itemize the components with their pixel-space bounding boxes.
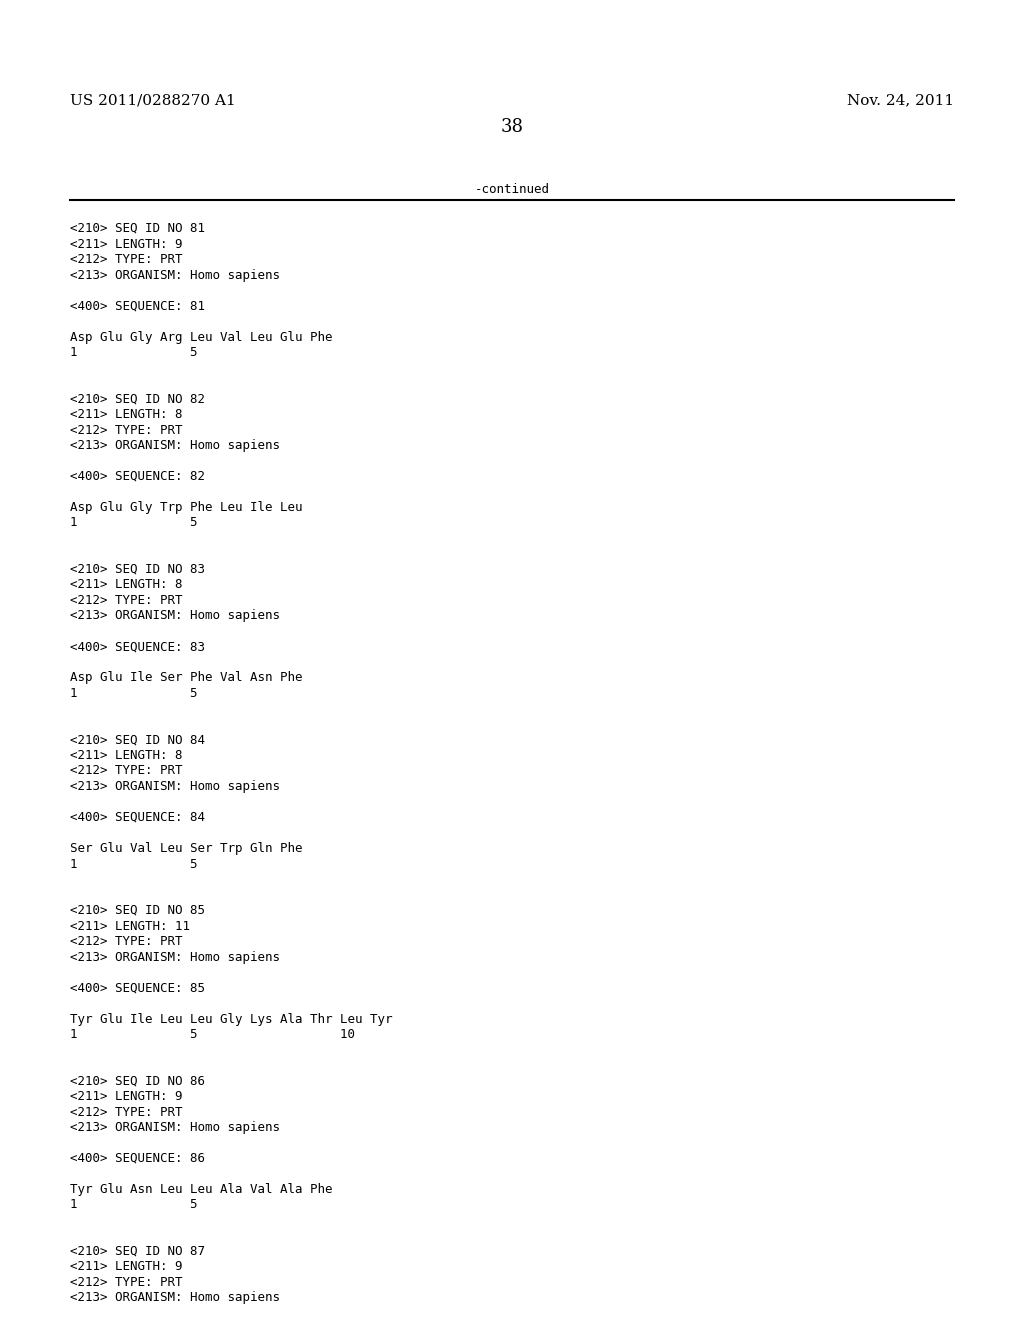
Text: 1               5: 1 5 — [70, 516, 198, 529]
Text: <210> SEQ ID NO 83: <210> SEQ ID NO 83 — [70, 564, 205, 576]
Text: <211> LENGTH: 9: <211> LENGTH: 9 — [70, 1090, 182, 1104]
Text: 38: 38 — [501, 117, 523, 136]
Text: 1               5: 1 5 — [70, 1199, 198, 1212]
Text: <212> TYPE: PRT: <212> TYPE: PRT — [70, 1106, 182, 1118]
Text: 1               5: 1 5 — [70, 346, 198, 359]
Text: <213> ORGANISM: Homo sapiens: <213> ORGANISM: Homo sapiens — [70, 780, 280, 793]
Text: 1               5: 1 5 — [70, 686, 198, 700]
Text: Asp Glu Gly Trp Phe Leu Ile Leu: Asp Glu Gly Trp Phe Leu Ile Leu — [70, 502, 302, 513]
Text: Ser Glu Val Leu Ser Trp Gln Phe: Ser Glu Val Leu Ser Trp Gln Phe — [70, 842, 302, 855]
Text: <212> TYPE: PRT: <212> TYPE: PRT — [70, 424, 182, 437]
Text: Nov. 24, 2011: Nov. 24, 2011 — [847, 92, 954, 107]
Text: <212> TYPE: PRT: <212> TYPE: PRT — [70, 1276, 182, 1290]
Text: <210> SEQ ID NO 86: <210> SEQ ID NO 86 — [70, 1074, 205, 1088]
Text: <213> ORGANISM: Homo sapiens: <213> ORGANISM: Homo sapiens — [70, 1291, 280, 1304]
Text: <213> ORGANISM: Homo sapiens: <213> ORGANISM: Homo sapiens — [70, 268, 280, 281]
Text: <211> LENGTH: 8: <211> LENGTH: 8 — [70, 748, 182, 762]
Text: <212> TYPE: PRT: <212> TYPE: PRT — [70, 935, 182, 948]
Text: <211> LENGTH: 8: <211> LENGTH: 8 — [70, 408, 182, 421]
Text: <210> SEQ ID NO 84: <210> SEQ ID NO 84 — [70, 734, 205, 747]
Text: Asp Glu Gly Arg Leu Val Leu Glu Phe: Asp Glu Gly Arg Leu Val Leu Glu Phe — [70, 330, 333, 343]
Text: <212> TYPE: PRT: <212> TYPE: PRT — [70, 594, 182, 607]
Text: <400> SEQUENCE: 84: <400> SEQUENCE: 84 — [70, 810, 205, 824]
Text: <211> LENGTH: 8: <211> LENGTH: 8 — [70, 578, 182, 591]
Text: 1               5: 1 5 — [70, 858, 198, 870]
Text: <211> LENGTH: 9: <211> LENGTH: 9 — [70, 238, 182, 251]
Text: <212> TYPE: PRT: <212> TYPE: PRT — [70, 764, 182, 777]
Text: <400> SEQUENCE: 85: <400> SEQUENCE: 85 — [70, 982, 205, 994]
Text: -continued: -continued — [474, 183, 550, 195]
Text: <213> ORGANISM: Homo sapiens: <213> ORGANISM: Homo sapiens — [70, 950, 280, 964]
Text: <210> SEQ ID NO 85: <210> SEQ ID NO 85 — [70, 904, 205, 917]
Text: <211> LENGTH: 9: <211> LENGTH: 9 — [70, 1261, 182, 1274]
Text: <211> LENGTH: 11: <211> LENGTH: 11 — [70, 920, 190, 932]
Text: <213> ORGANISM: Homo sapiens: <213> ORGANISM: Homo sapiens — [70, 1121, 280, 1134]
Text: <210> SEQ ID NO 82: <210> SEQ ID NO 82 — [70, 392, 205, 405]
Text: Tyr Glu Ile Leu Leu Gly Lys Ala Thr Leu Tyr: Tyr Glu Ile Leu Leu Gly Lys Ala Thr Leu … — [70, 1012, 392, 1026]
Text: <400> SEQUENCE: 81: <400> SEQUENCE: 81 — [70, 300, 205, 313]
Text: <400> SEQUENCE: 86: <400> SEQUENCE: 86 — [70, 1152, 205, 1166]
Text: Asp Glu Ile Ser Phe Val Asn Phe: Asp Glu Ile Ser Phe Val Asn Phe — [70, 672, 302, 685]
Text: <213> ORGANISM: Homo sapiens: <213> ORGANISM: Homo sapiens — [70, 440, 280, 451]
Text: Tyr Glu Asn Leu Leu Ala Val Ala Phe: Tyr Glu Asn Leu Leu Ala Val Ala Phe — [70, 1183, 333, 1196]
Text: <400> SEQUENCE: 83: <400> SEQUENCE: 83 — [70, 640, 205, 653]
Text: <210> SEQ ID NO 87: <210> SEQ ID NO 87 — [70, 1245, 205, 1258]
Text: 1               5                   10: 1 5 10 — [70, 1028, 355, 1041]
Text: <213> ORGANISM: Homo sapiens: <213> ORGANISM: Homo sapiens — [70, 610, 280, 623]
Text: <212> TYPE: PRT: <212> TYPE: PRT — [70, 253, 182, 267]
Text: US 2011/0288270 A1: US 2011/0288270 A1 — [70, 92, 236, 107]
Text: <400> SEQUENCE: 82: <400> SEQUENCE: 82 — [70, 470, 205, 483]
Text: <210> SEQ ID NO 81: <210> SEQ ID NO 81 — [70, 222, 205, 235]
